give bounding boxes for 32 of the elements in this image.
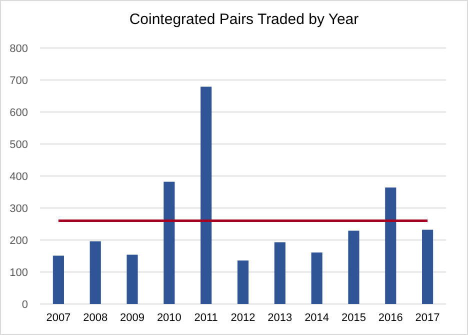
bar bbox=[52, 256, 64, 304]
bar bbox=[385, 188, 396, 304]
y-tick-label: 500 bbox=[10, 138, 28, 151]
bar bbox=[126, 254, 138, 304]
bar bbox=[274, 242, 286, 304]
bar bbox=[422, 230, 434, 304]
x-tick-label: 2017 bbox=[415, 312, 440, 324]
bar bbox=[90, 241, 101, 304]
x-tick-label: 2007 bbox=[46, 312, 71, 324]
x-tick-label: 2008 bbox=[83, 312, 108, 324]
bar bbox=[164, 182, 175, 304]
y-tick-label: 700 bbox=[10, 74, 28, 87]
x-tick-label: 2014 bbox=[304, 312, 330, 324]
x-tick-label: 2015 bbox=[341, 312, 366, 324]
x-tick-label: 2016 bbox=[378, 312, 403, 324]
x-tick-label: 2011 bbox=[194, 312, 218, 324]
y-tick-label: 100 bbox=[10, 266, 28, 279]
y-tick-label: 600 bbox=[10, 106, 28, 119]
y-tick-label: 800 bbox=[10, 42, 28, 55]
x-tick-label: 2013 bbox=[268, 312, 292, 324]
chart-title: Cointegrated Pairs Traded by Year bbox=[129, 11, 359, 28]
y-tick-label: 300 bbox=[10, 202, 28, 215]
y-tick-label: 200 bbox=[10, 234, 28, 247]
x-tick-label: 2010 bbox=[156, 312, 182, 324]
y-tick-label: 0 bbox=[22, 298, 28, 311]
bar bbox=[237, 260, 249, 304]
bar bbox=[311, 252, 322, 304]
y-tick-label: 400 bbox=[10, 170, 28, 183]
bar bbox=[348, 230, 360, 304]
bar bbox=[200, 86, 212, 304]
x-tick-label: 2009 bbox=[120, 312, 145, 324]
x-tick-label: 2012 bbox=[230, 312, 256, 324]
